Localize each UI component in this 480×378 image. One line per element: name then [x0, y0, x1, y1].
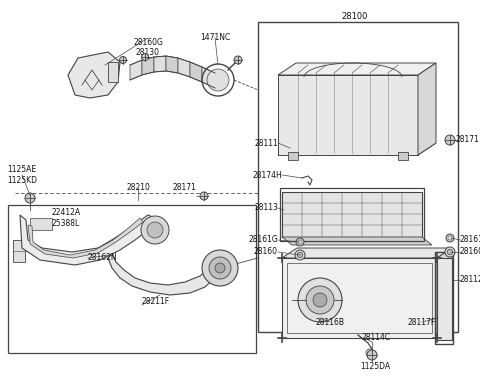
Circle shape — [297, 252, 303, 258]
Polygon shape — [190, 62, 202, 82]
Bar — [287, 263, 432, 333]
Text: 28171: 28171 — [455, 135, 479, 144]
Text: 28113: 28113 — [254, 203, 278, 212]
Text: 28161: 28161 — [460, 235, 480, 245]
Polygon shape — [20, 215, 155, 265]
Text: 22412A
25388L: 22412A 25388L — [52, 208, 81, 228]
Circle shape — [147, 222, 163, 238]
Circle shape — [446, 234, 454, 242]
Circle shape — [234, 56, 242, 64]
Polygon shape — [178, 58, 190, 77]
Polygon shape — [418, 63, 436, 155]
Circle shape — [306, 286, 334, 314]
Circle shape — [25, 193, 35, 203]
Circle shape — [215, 263, 225, 273]
Bar — [280, 188, 424, 241]
Polygon shape — [142, 57, 154, 75]
Bar — [282, 192, 422, 237]
Polygon shape — [108, 62, 118, 82]
Text: 28211F: 28211F — [142, 297, 170, 307]
Circle shape — [447, 249, 453, 255]
Circle shape — [207, 69, 229, 91]
Bar — [398, 152, 408, 160]
Polygon shape — [154, 56, 166, 72]
Circle shape — [367, 350, 377, 360]
Text: 1125DA: 1125DA — [360, 362, 390, 371]
Polygon shape — [282, 237, 432, 245]
Text: 28117F: 28117F — [408, 318, 436, 327]
Polygon shape — [130, 60, 142, 80]
Bar — [282, 258, 437, 338]
Circle shape — [445, 247, 455, 257]
Circle shape — [142, 54, 148, 60]
Circle shape — [298, 240, 302, 244]
Circle shape — [295, 250, 305, 260]
Bar — [288, 152, 298, 160]
Text: 28174H: 28174H — [252, 170, 282, 180]
Text: 28160: 28160 — [460, 248, 480, 257]
Polygon shape — [202, 67, 215, 88]
Text: 1125AE
1125KD: 1125AE 1125KD — [7, 165, 37, 185]
Bar — [13, 240, 25, 262]
Circle shape — [141, 216, 169, 244]
Text: 1471NC: 1471NC — [200, 33, 230, 42]
Text: 28111: 28111 — [254, 138, 278, 147]
Text: 28161G: 28161G — [248, 235, 278, 245]
Circle shape — [313, 293, 327, 307]
Text: 28160: 28160 — [254, 248, 278, 257]
Circle shape — [209, 257, 231, 279]
Polygon shape — [278, 63, 436, 75]
Polygon shape — [28, 218, 143, 258]
Polygon shape — [437, 248, 452, 338]
Text: 28160G
28130: 28160G 28130 — [133, 38, 163, 57]
Circle shape — [296, 238, 304, 246]
Text: 28171: 28171 — [172, 183, 196, 192]
Bar — [437, 258, 452, 340]
Circle shape — [298, 278, 342, 322]
Text: 28210: 28210 — [126, 183, 150, 192]
Polygon shape — [278, 143, 436, 155]
Text: 28162N: 28162N — [88, 254, 118, 262]
Polygon shape — [278, 75, 418, 155]
Bar — [8, 205, 256, 353]
Circle shape — [445, 135, 455, 145]
Text: 28112: 28112 — [460, 276, 480, 285]
Polygon shape — [68, 52, 120, 98]
Polygon shape — [108, 254, 220, 295]
Text: 28100: 28100 — [342, 12, 368, 21]
Bar — [30, 218, 52, 230]
Polygon shape — [282, 248, 452, 258]
Polygon shape — [166, 56, 178, 73]
Circle shape — [202, 250, 238, 286]
Text: 28116B: 28116B — [315, 318, 345, 327]
Circle shape — [200, 192, 208, 200]
Bar — [435, 252, 453, 344]
Circle shape — [120, 56, 127, 64]
Circle shape — [448, 236, 452, 240]
Text: 28114C: 28114C — [362, 333, 391, 342]
Bar — [258, 22, 458, 332]
